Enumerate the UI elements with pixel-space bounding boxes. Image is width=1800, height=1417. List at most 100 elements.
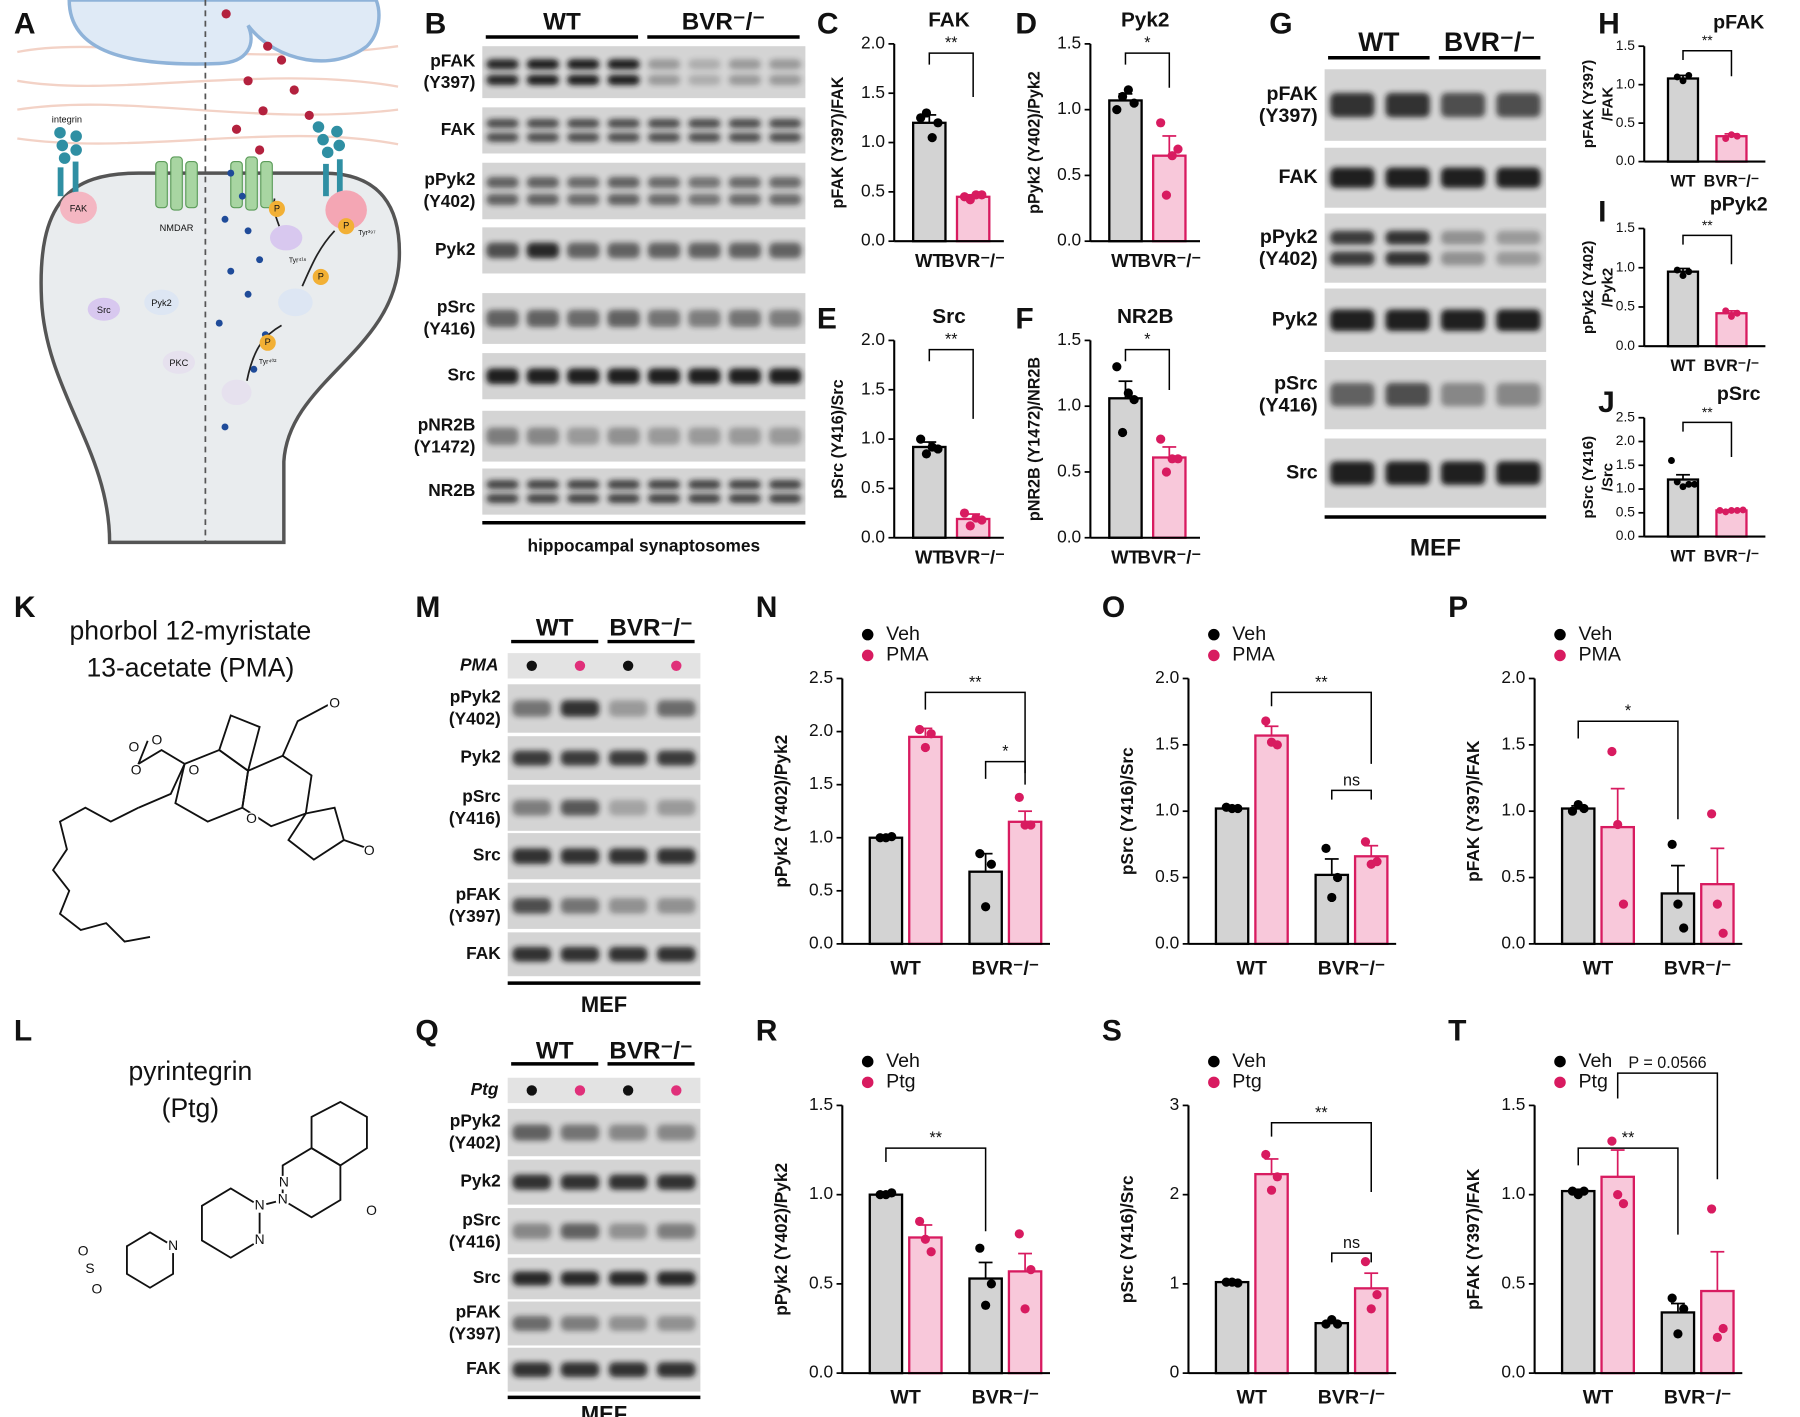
band — [728, 132, 761, 142]
row-label: (Y402) — [1259, 248, 1318, 270]
treatment-dot — [671, 660, 682, 671]
band — [1440, 92, 1486, 118]
row-label: (Y416) — [449, 1231, 501, 1251]
band — [657, 1223, 696, 1240]
y-tick-label: 1.5 — [1616, 37, 1636, 53]
group-label: BVR⁻/⁻ — [609, 1038, 692, 1065]
row-label: (Y397) — [449, 906, 501, 926]
data-point — [1372, 857, 1382, 867]
data-point — [1156, 118, 1166, 128]
data-point — [926, 1247, 936, 1257]
band — [567, 176, 600, 189]
band — [608, 946, 648, 962]
band — [688, 427, 721, 445]
row-label: pFAK — [1266, 83, 1317, 105]
band — [526, 309, 560, 328]
y-tick-label: 1.0 — [1501, 800, 1525, 820]
y-tick-label: 1.0 — [861, 428, 885, 448]
row-label: (Y416) — [449, 808, 501, 828]
panel-letter: T — [1448, 1015, 1466, 1048]
legend-marker — [1208, 1076, 1220, 1089]
band — [1385, 309, 1430, 332]
row-label: pSrc — [462, 786, 501, 806]
band — [512, 799, 552, 816]
y-tick-label: 0.0 — [861, 526, 885, 546]
significance-bracket — [1577, 720, 1679, 820]
band — [1330, 230, 1375, 245]
data-point — [1668, 457, 1675, 464]
treatment-dot — [622, 660, 634, 671]
data-point — [1161, 467, 1172, 477]
band — [657, 1124, 696, 1141]
atom-bg — [244, 812, 259, 827]
legend-marker — [861, 1055, 874, 1068]
data-point — [1123, 388, 1133, 398]
band — [486, 193, 519, 206]
legend-marker — [861, 649, 874, 662]
x-tick-label: WT — [915, 546, 944, 567]
significance-label: ** — [1315, 673, 1328, 691]
bar — [1108, 99, 1143, 243]
group-label: WT — [536, 614, 574, 641]
significance-label: ** — [1702, 404, 1713, 420]
diagram-label: integrin — [52, 114, 82, 124]
band — [608, 750, 648, 766]
band — [728, 176, 761, 189]
panel-letter: A — [14, 7, 36, 40]
atom-label: N — [255, 1231, 265, 1247]
data-point — [1261, 1149, 1271, 1160]
band — [688, 493, 721, 504]
x-tick-label: BVR⁻/⁻ — [941, 546, 1005, 567]
fak-protein — [60, 191, 97, 224]
band — [608, 799, 648, 816]
bar — [1314, 873, 1350, 946]
y-tick-label: 0.0 — [1501, 932, 1525, 952]
band — [688, 74, 721, 86]
significance-bracket — [1124, 348, 1171, 391]
data-point — [1360, 1256, 1371, 1267]
band — [567, 480, 600, 490]
group-label: BVR⁻/⁻ — [609, 614, 692, 641]
band — [1440, 461, 1486, 485]
data-point — [1673, 899, 1683, 909]
band — [608, 1271, 648, 1286]
row-label: NR2B — [428, 480, 475, 500]
significance-label: * — [1002, 743, 1009, 761]
y-tick-label: 1.5 — [1155, 733, 1179, 753]
blot-strip — [482, 162, 806, 220]
data-point — [1327, 892, 1337, 903]
y-tick-label: 0.0 — [1057, 230, 1081, 250]
y-tick-label: 2.5 — [809, 667, 833, 687]
blot-strip — [482, 107, 806, 154]
bar — [1715, 509, 1748, 538]
data-point — [1366, 1304, 1376, 1314]
data-point — [887, 1188, 897, 1198]
data-point — [1712, 899, 1722, 909]
data-point — [887, 832, 897, 842]
y-tick-label: 0.5 — [1057, 164, 1081, 184]
row-label: (Y402) — [423, 191, 475, 211]
y-tick-label: 0.5 — [1501, 1272, 1525, 1292]
pkc-protein — [162, 350, 195, 374]
band — [728, 309, 761, 328]
data-point — [1332, 1319, 1343, 1329]
bar — [908, 1236, 943, 1375]
band — [486, 493, 519, 504]
data-point — [1607, 1136, 1617, 1146]
row-label: Src — [447, 365, 475, 385]
atom-bg — [186, 763, 201, 778]
band — [688, 242, 721, 259]
data-point — [1618, 1198, 1629, 1209]
significance-label: ** — [1702, 32, 1713, 48]
row-label: Src — [473, 1267, 501, 1287]
band — [688, 59, 721, 70]
y-tick-label: 1.0 — [1155, 800, 1179, 820]
data-point — [986, 859, 996, 869]
y-tick-label: 1.0 — [861, 131, 885, 151]
chart-title: pFAK — [1713, 11, 1764, 33]
y-axis-label: pPyk2 (Y402)/Pyk2 — [771, 735, 791, 888]
data-point — [916, 434, 926, 444]
atom-label: O — [329, 695, 340, 711]
y-axis-label: pPyk2 (Y402)/Pyk2 — [771, 1163, 791, 1316]
